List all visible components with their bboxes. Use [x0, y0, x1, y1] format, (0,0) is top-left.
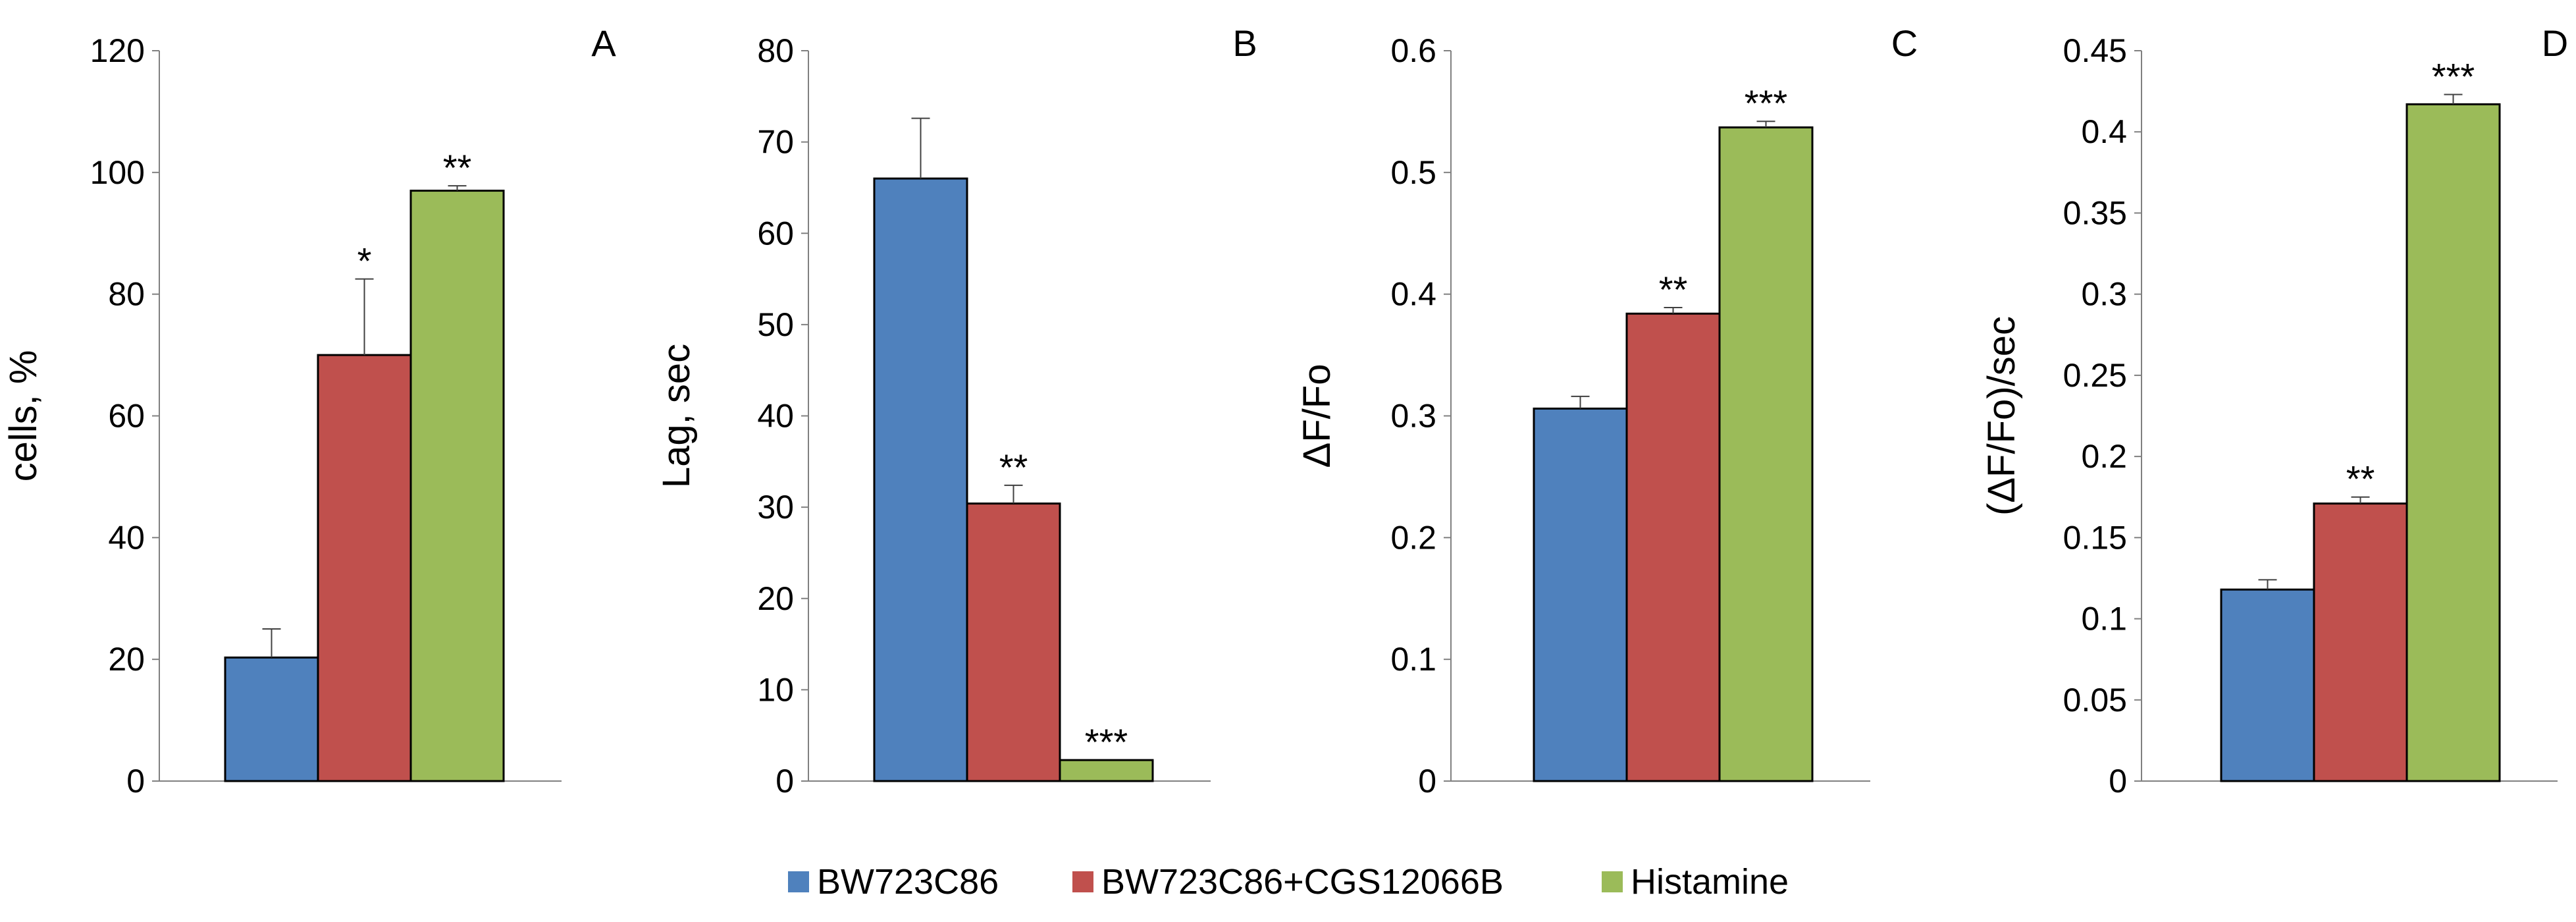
panel-b-letter: B	[1232, 22, 1257, 64]
panel-d-y-tick-label: 0.25	[2063, 357, 2127, 394]
panel-a-letter: A	[591, 22, 616, 64]
legend-label-bw723c86-cgs12066b: BW723C86+CGS12066B	[1101, 862, 1504, 902]
panel-c-y-tick-label: 0.4	[1390, 276, 1436, 313]
panel-d-y-tick-label: 0.1	[2081, 601, 2127, 637]
panel-c-letter: C	[1891, 22, 1918, 64]
panel-d-y-tick-label: 0.05	[2063, 682, 2127, 719]
panel-d-y-tick-label: 0.35	[2063, 194, 2127, 231]
panel-a-y-tick-label: 60	[108, 398, 145, 435]
panel-d-significance-2: **	[2346, 458, 2375, 500]
panel-c-y-axis-title: ΔF/Fo	[1296, 364, 1338, 468]
legend-label-bw723c86: BW723C86	[817, 862, 999, 902]
panel-d-y-tick-label: 0.15	[2063, 519, 2127, 556]
panel-c-y-tick-label: 0.3	[1390, 398, 1436, 435]
panel-c-y-tick-label: 0.1	[1390, 641, 1436, 678]
legend-swatch-bw723c86	[788, 871, 809, 892]
panel-a-y-tick-label: 80	[108, 276, 145, 313]
panel-d: 0 0.05 0.1 0.15 0.2 0.25 0.3 0.35 0.4 0.45 (ΔF/Fo)…	[1980, 22, 2568, 800]
panel-c-bar-3	[1718, 126, 1814, 782]
panel-b-y-tick-label: 70	[757, 124, 794, 161]
panel-d-bar-1	[2220, 588, 2315, 782]
panel-c-y-tick-label: 0.6	[1390, 32, 1436, 69]
panel-a-significance-2: *	[357, 240, 372, 282]
panel-c-bar-1	[1533, 407, 1628, 782]
panel-a-significance-3: **	[443, 147, 472, 188]
panel-b-y-tick-label: 80	[757, 32, 794, 69]
panel-a-bar-1	[224, 656, 319, 782]
panel-b-y-tick-label: 0	[775, 763, 794, 800]
panel-a-y-tick-label: 100	[90, 154, 145, 191]
panel-b-y-tick-label: 40	[757, 398, 794, 435]
panel-b-significance-2: **	[999, 447, 1028, 488]
panel-b-bar-1	[873, 177, 968, 782]
panel-c-y-tick-label: 0.2	[1390, 519, 1436, 556]
panel-d-y-tick-label: 0	[2109, 763, 2127, 800]
panel-b-bar-3	[1059, 759, 1154, 782]
panel-b-y-axis-title: Lag, sec	[655, 344, 698, 488]
legend: BW723C86 BW723C86+CGS12066B Histamine	[788, 862, 1789, 902]
panel-c-y-tick-label: 0	[1418, 763, 1436, 800]
panel-a-y-tick-label: 20	[108, 641, 145, 678]
panel-d-significance-3: ***	[2432, 56, 2475, 97]
panel-d-y-tick-label: 0.45	[2063, 32, 2127, 69]
panel-b-y-tick-label: 10	[757, 671, 794, 708]
panel-b-bar-2	[966, 502, 1061, 782]
panel-b-significance-3: ***	[1085, 721, 1128, 763]
panel-d-bar-3	[2405, 103, 2501, 782]
panel-b-y-tick-label: 50	[757, 306, 794, 343]
panel-a-y-tick-label: 0	[126, 763, 145, 800]
legend-swatch-bw723c86-cgs12066b	[1072, 871, 1093, 892]
panel-a-y-tick-label: 120	[90, 32, 145, 69]
legend-swatch-histamine	[1602, 871, 1623, 892]
panel-c-significance-3: ***	[1745, 82, 1787, 124]
panel-a-y-tick-label: 40	[108, 519, 145, 556]
legend-label-histamine: Histamine	[1631, 862, 1789, 902]
panel-b-y-tick-label: 30	[757, 489, 794, 526]
panel-c-bar-2	[1625, 312, 1721, 782]
panel-d-y-tick-label: 0.4	[2081, 113, 2127, 150]
panel-c-significance-2: **	[1659, 269, 1688, 310]
panel-d-y-tick-label: 0.3	[2081, 276, 2127, 313]
panel-c: 00.10.20.30.40.50.6ΔF/FoC*****	[1296, 22, 1918, 800]
panel-d-letter: D	[2542, 22, 2568, 64]
panel-b-y-tick-label: 60	[757, 215, 794, 252]
panel-c-y-tick-label: 0.5	[1390, 154, 1436, 191]
panel-a-bar-2	[317, 354, 412, 782]
panel-d-y-tick-label: 0.2	[2081, 438, 2127, 475]
panel-b-y-tick-label: 20	[757, 580, 794, 617]
panel-a-y-axis-title: cells, %	[2, 350, 45, 482]
panel-a-bar-3	[409, 190, 505, 782]
panel-d-y-axis-title: (ΔF/Fo)/sec	[1980, 316, 2023, 516]
panel-d-bar-2	[2313, 502, 2408, 782]
